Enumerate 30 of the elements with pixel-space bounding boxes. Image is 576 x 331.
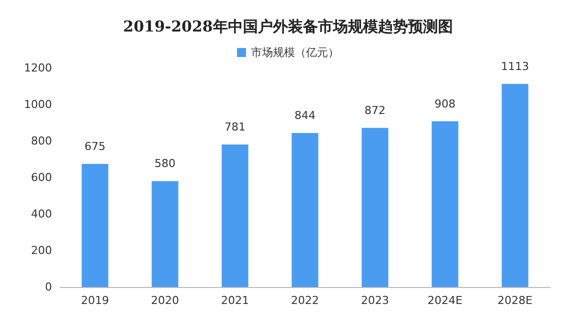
chart-title: 2019-2028年中国户外装备市场规模趋势预测图	[123, 18, 453, 36]
x-tick-label: 2021	[221, 294, 249, 307]
data-label: 844	[294, 108, 316, 122]
bar	[362, 128, 388, 287]
x-tick-label: 2020	[151, 294, 179, 307]
x-tick-label: 2022	[291, 294, 319, 307]
data-label: 908	[434, 97, 456, 110]
y-tick-label: 800	[31, 134, 52, 148]
data-label: 580	[154, 157, 176, 170]
data-label: 675	[84, 140, 106, 153]
legend-label: 市场规模（亿元）	[251, 46, 339, 59]
x-tick-label: 2023	[361, 294, 389, 307]
bar	[502, 84, 528, 287]
x-tick-label: 2028E	[498, 294, 533, 307]
bar	[152, 181, 178, 287]
y-tick-label: 200	[31, 244, 52, 257]
bar	[432, 121, 458, 287]
y-tick-label: 400	[31, 208, 52, 220]
x-tick-label: 2024E	[428, 294, 463, 307]
y-tick-label: 1200	[24, 62, 52, 74]
data-label: 872	[364, 104, 386, 117]
y-tick-label: 1000	[24, 98, 52, 111]
data-label: 1113	[501, 60, 529, 73]
bar	[292, 132, 318, 287]
bar	[222, 144, 248, 287]
x-tick-label: 2019	[81, 294, 109, 307]
y-tick-label: 600	[31, 171, 52, 184]
y-tick-label: 0	[45, 280, 52, 294]
bar	[82, 164, 108, 287]
data-label: 781	[224, 120, 246, 134]
